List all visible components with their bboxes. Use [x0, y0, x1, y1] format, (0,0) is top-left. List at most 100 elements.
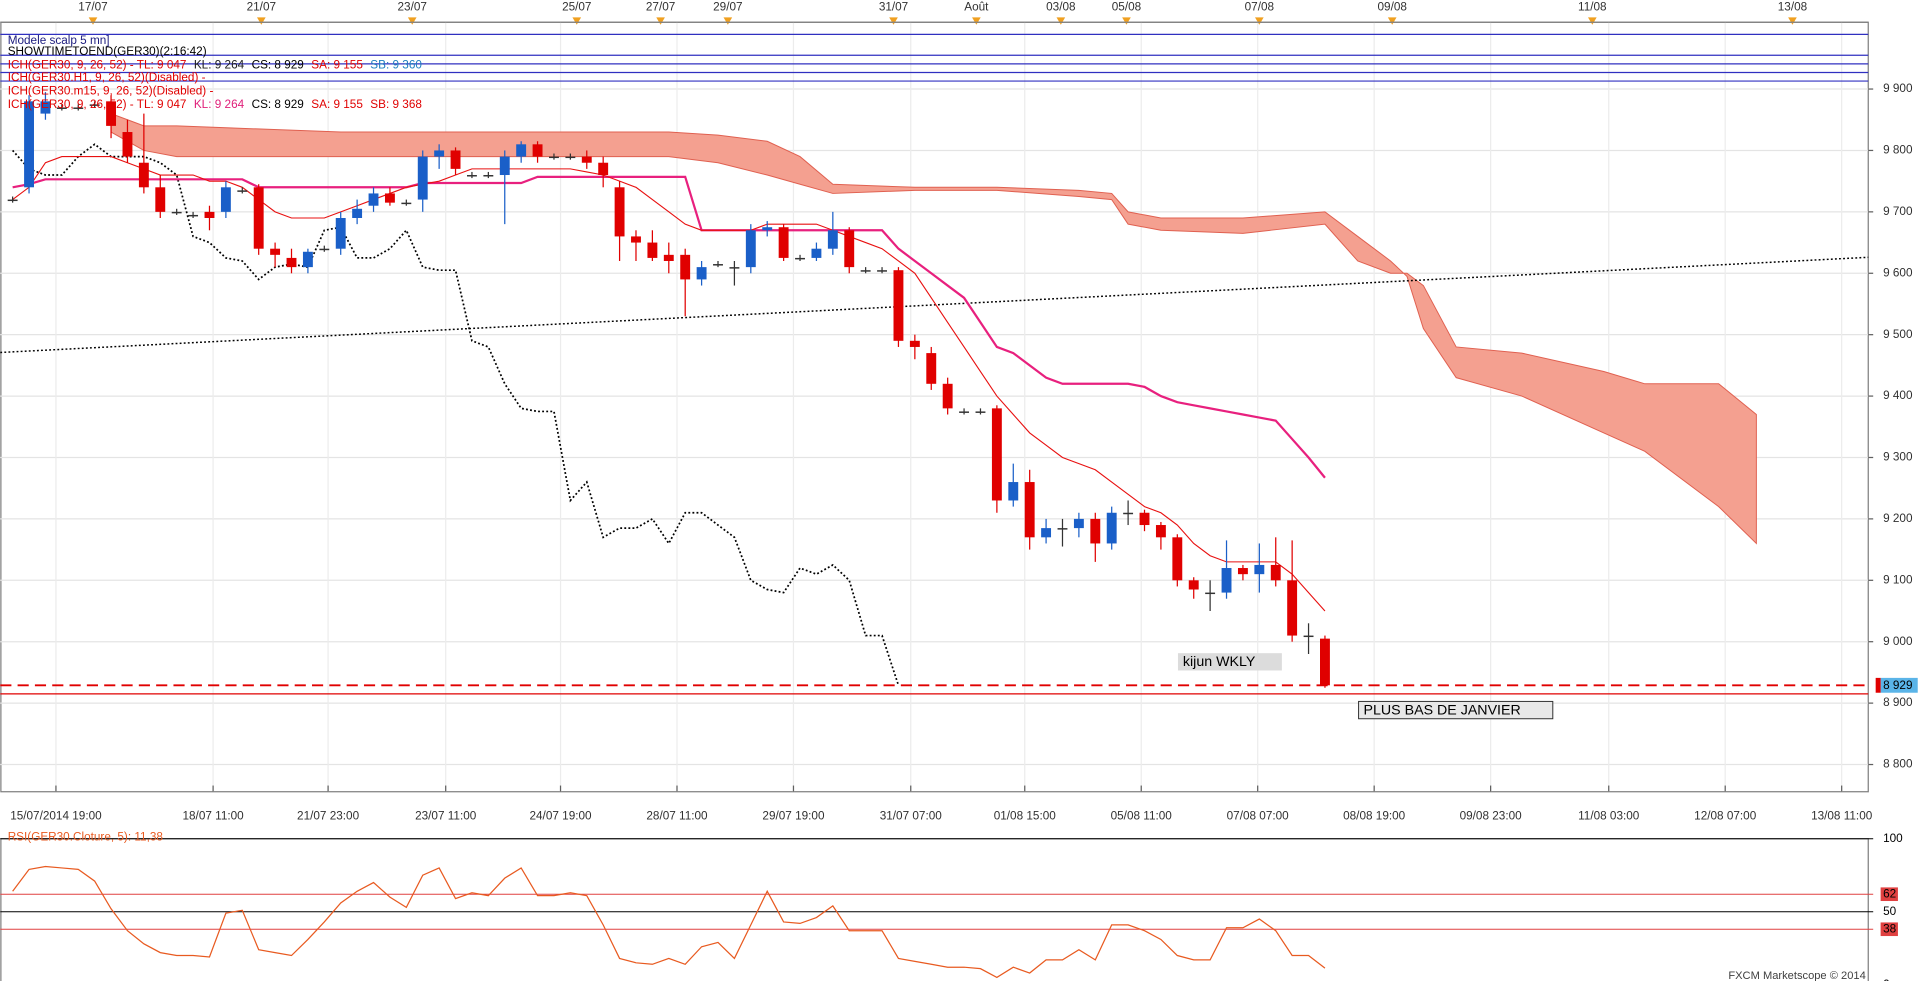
legend-text: ICH(GER30, 9, 26, 52) - TL: 9 047 — [8, 59, 187, 72]
top-date-label: Août — [964, 1, 989, 14]
candle-body — [1303, 635, 1314, 638]
candle-body — [909, 340, 920, 347]
legend-text: CS: 8 929 — [252, 98, 304, 111]
annotation: kijun WKLY — [1183, 654, 1256, 670]
candle-body — [581, 156, 592, 163]
candle-body — [401, 202, 412, 205]
y-tick-label: 9 900 — [1883, 82, 1913, 95]
candle-body — [959, 411, 970, 413]
candle-body — [89, 104, 100, 106]
event-marker — [656, 17, 665, 25]
candle-body — [729, 267, 740, 269]
candle-body — [1073, 518, 1084, 529]
ichimoku-cloud — [110, 112, 1757, 545]
legend-text: KL: 9 264 — [194, 59, 245, 72]
top-date-label: 21/07 — [247, 1, 276, 14]
x-tick-label: 24/07 19:00 — [529, 810, 592, 823]
legend-text: Modele scalp 5 mn] — [8, 34, 110, 47]
top-date-label: 29/07 — [713, 1, 742, 14]
candle-body — [1270, 564, 1281, 581]
legend-text: ICH(GER30.H1, 9, 26, 52)(Disabled) - — [8, 71, 206, 84]
rsi-tick-label: 0 — [1883, 978, 1890, 981]
top-date-label: 31/07 — [879, 1, 908, 14]
event-marker — [1056, 17, 1066, 25]
x-tick-label: 08/08 19:00 — [1343, 810, 1406, 823]
top-date-label: 03/08 — [1046, 1, 1076, 14]
annotation: PLUS BAS DE JANVIER — [1364, 702, 1521, 718]
y-tick-label: 9 300 — [1883, 451, 1913, 464]
candle-body — [1106, 512, 1117, 544]
candle-body — [598, 162, 609, 176]
x-tick-label: 18/07 11:00 — [182, 810, 244, 823]
candle-body — [1155, 525, 1166, 538]
legend-row: Modele scalp 5 mn] — [8, 34, 110, 47]
candle-body — [1139, 512, 1150, 526]
candle-body — [844, 230, 855, 268]
price-tag-label: 8 929 — [1883, 679, 1912, 692]
candle-body — [483, 175, 494, 177]
candle-body — [1057, 528, 1068, 530]
y-tick-label: 8 900 — [1883, 696, 1913, 709]
event-marker — [1788, 17, 1797, 25]
candle-body — [795, 257, 805, 260]
candle-body — [942, 383, 953, 409]
price-tag — [1880, 677, 1918, 693]
rsi-tick-label: 62 — [1883, 887, 1896, 900]
candle-body — [384, 193, 395, 203]
candle-body — [171, 211, 182, 214]
y-tick-label: 9 700 — [1883, 205, 1913, 218]
candle-body — [1172, 537, 1183, 581]
candle-body — [302, 251, 313, 268]
rsi-tick-label: 100 — [1883, 832, 1903, 845]
legend-text: CS: 8 929 — [252, 59, 304, 72]
candle-body — [811, 248, 822, 258]
kijun-line — [12, 175, 1326, 479]
annotation-box — [1177, 653, 1282, 671]
candle-body — [663, 254, 674, 261]
candle-body — [434, 150, 445, 157]
candle-body — [499, 156, 510, 176]
candle-body — [1320, 638, 1330, 686]
candle-body — [680, 254, 691, 280]
event-marker — [1387, 17, 1397, 25]
legend-text: KL: 9 264 — [194, 98, 245, 111]
y-tick-label: 9 400 — [1883, 389, 1913, 402]
x-tick-label: 13/08 11:00 — [1811, 810, 1873, 823]
rsi-title: RSI(GER30.Cloture, 5): 11,38 — [8, 831, 164, 844]
candle-body — [466, 175, 477, 177]
candle-body — [204, 211, 215, 219]
annotation-box — [1358, 700, 1554, 720]
candle-body — [614, 187, 625, 237]
candle-body — [122, 132, 133, 157]
top-date-label: 27/07 — [646, 1, 675, 14]
candle-body — [991, 408, 1002, 501]
candle-body — [1287, 580, 1298, 636]
x-tick-label: 01/08 15:00 — [994, 810, 1057, 823]
candle-body — [24, 101, 34, 188]
legend-text: SB: 9 360 — [370, 59, 422, 72]
candle-body — [1008, 482, 1019, 501]
event-marker — [972, 17, 981, 25]
x-tick-label: 15/07/2014 19:00 — [10, 810, 102, 823]
candle-body — [631, 236, 641, 243]
x-tick-label: 05/08 11:00 — [1111, 810, 1173, 823]
footer: FXCM Marketscope © 2014 — [1728, 970, 1865, 981]
rsi-line — [12, 865, 1326, 979]
rsi-tag — [1880, 922, 1898, 937]
legend-text: SHOWTIMETOEND(GER30)(2:16:42) — [8, 45, 207, 58]
event-marker — [88, 17, 98, 25]
x-tick-label: 09/08 23:00 — [1460, 810, 1523, 823]
candle-body — [893, 270, 904, 341]
legend-row: ICH(GER30, 9, 26, 52) - TL: 9 047 KL: 9 2… — [8, 98, 423, 111]
legend-text: SA: 9 155 — [311, 98, 363, 111]
event-marker — [572, 17, 582, 25]
y-tick-label: 9 200 — [1883, 512, 1913, 525]
x-tick-label: 29/07 19:00 — [762, 810, 825, 823]
candle-body — [220, 187, 231, 212]
candle-body — [778, 227, 789, 258]
top-date-label: 05/08 — [1112, 1, 1142, 14]
x-tick-label: 28/07 11:00 — [646, 810, 708, 823]
x-tick-label: 21/07 23:00 — [297, 810, 360, 823]
rsi-tag — [1880, 887, 1898, 902]
